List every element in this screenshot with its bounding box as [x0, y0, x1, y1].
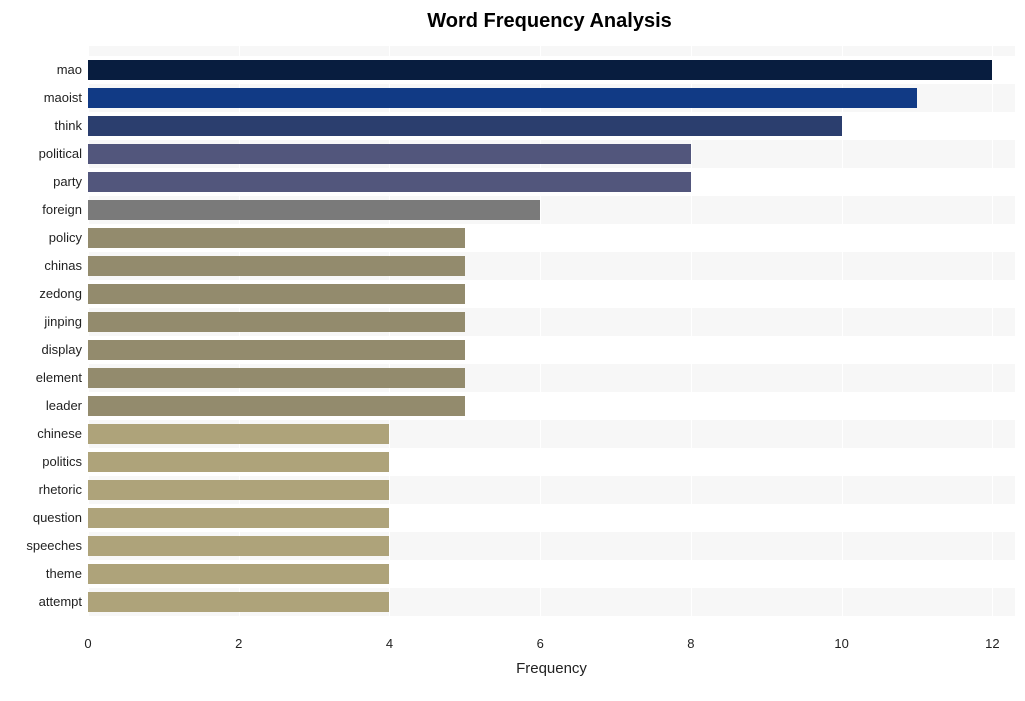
bar-row [88, 508, 1015, 528]
x-tick-label: 8 [671, 636, 711, 651]
y-tick-label: think [2, 116, 82, 136]
bar [88, 172, 691, 192]
y-tick-label: zedong [2, 284, 82, 304]
y-tick-label: politics [2, 452, 82, 472]
bar [88, 508, 389, 528]
bar-row [88, 592, 1015, 612]
bar-row [88, 312, 1015, 332]
y-tick-label: speeches [2, 536, 82, 556]
bar-row [88, 396, 1015, 416]
plot-area [88, 46, 1015, 631]
y-tick-label: element [2, 368, 82, 388]
bar [88, 340, 465, 360]
bar [88, 592, 389, 612]
y-tick-label: chinas [2, 256, 82, 276]
bar [88, 284, 465, 304]
y-tick-label: party [2, 172, 82, 192]
x-tick-label: 0 [68, 636, 108, 651]
bar-row [88, 536, 1015, 556]
bar-row [88, 200, 1015, 220]
bar [88, 368, 465, 388]
x-axis-label: Frequency [88, 660, 1015, 677]
bar-row [88, 172, 1015, 192]
y-tick-label: foreign [2, 200, 82, 220]
y-tick-label: leader [2, 396, 82, 416]
y-tick-label: jinping [2, 312, 82, 332]
bar [88, 480, 389, 500]
bar-row [88, 88, 1015, 108]
bar [88, 144, 691, 164]
y-tick-label: theme [2, 564, 82, 584]
bar [88, 88, 917, 108]
bar-row [88, 452, 1015, 472]
y-tick-label: policy [2, 228, 82, 248]
y-tick-label: political [2, 144, 82, 164]
bar-row [88, 340, 1015, 360]
x-tick-label: 2 [219, 636, 259, 651]
bar [88, 200, 540, 220]
bar [88, 424, 389, 444]
x-tick-label: 4 [369, 636, 409, 651]
bar-row [88, 256, 1015, 276]
y-tick-label: mao [2, 60, 82, 80]
bar-row [88, 564, 1015, 584]
bar [88, 60, 992, 80]
x-tick-label: 6 [520, 636, 560, 651]
x-tick-label: 12 [972, 636, 1012, 651]
y-tick-label: maoist [2, 88, 82, 108]
bar [88, 452, 389, 472]
bar-row [88, 60, 1015, 80]
bar-row [88, 144, 1015, 164]
y-tick-label: attempt [2, 592, 82, 612]
bar [88, 228, 465, 248]
bar-row [88, 228, 1015, 248]
y-tick-label: rhetoric [2, 480, 82, 500]
bar-row [88, 116, 1015, 136]
y-tick-label: question [2, 508, 82, 528]
bar [88, 256, 465, 276]
x-tick-label: 10 [822, 636, 862, 651]
y-tick-label: chinese [2, 424, 82, 444]
bar [88, 536, 389, 556]
bar [88, 564, 389, 584]
word-frequency-chart: Word Frequency Analysis Frequency maomao… [0, 0, 1025, 701]
bar-row [88, 424, 1015, 444]
bar [88, 312, 465, 332]
y-tick-label: display [2, 340, 82, 360]
bar-row [88, 368, 1015, 388]
bar [88, 116, 842, 136]
bar-row [88, 284, 1015, 304]
bar-row [88, 480, 1015, 500]
bar [88, 396, 465, 416]
